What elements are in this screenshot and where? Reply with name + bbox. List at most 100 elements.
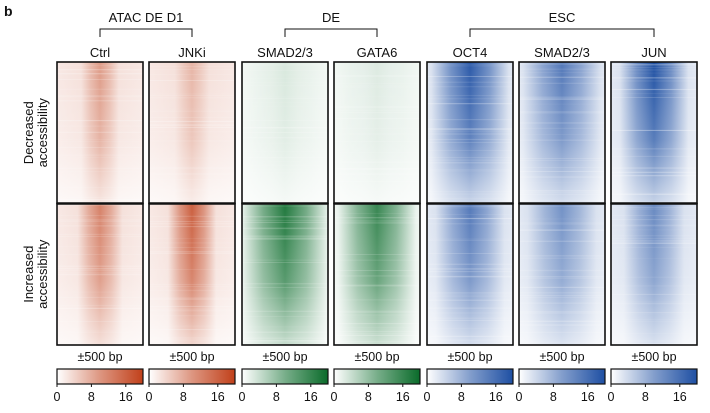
heatmap-streak (57, 100, 143, 102)
group-header: ATAC DE D1 (99, 10, 193, 37)
heatmap-streak (57, 73, 143, 75)
heatmap-streak (242, 237, 328, 239)
heatmap-streak (334, 85, 420, 87)
heatmap-streak (242, 70, 328, 71)
heatmap-streak (334, 173, 420, 175)
heatmap-streak (519, 72, 605, 73)
heatmap-streak (334, 254, 420, 255)
heatmap-streak (611, 64, 697, 66)
heatmap-streak (242, 172, 328, 174)
heatmap-streak (427, 271, 513, 273)
heatmap-streak (611, 238, 697, 240)
heatmap-streak (519, 331, 605, 333)
window-label: ±500 bp (354, 350, 399, 364)
heatmap-streak (427, 131, 513, 132)
heatmap-streak (334, 75, 420, 77)
heatmap-streak (149, 216, 235, 217)
heatmap-streak (149, 221, 235, 222)
heatmap-streak (611, 167, 697, 169)
column-label: SMAD2/3 (257, 45, 313, 60)
heatmap-streak (149, 93, 235, 95)
heatmap-streak (242, 259, 328, 261)
row-label: Decreasedaccessibility (21, 98, 50, 168)
group-label: ATAC DE D1 (109, 10, 184, 25)
heatmap-streak (57, 321, 143, 322)
heatmap-streak (519, 190, 605, 192)
colorbar-tick-label: 8 (550, 390, 557, 404)
heatmap-streak (149, 69, 235, 70)
heatmap-streak (427, 299, 513, 301)
heatmap-streak (427, 142, 513, 143)
colorbar-tick-label: 8 (88, 390, 95, 404)
heatmap-streak (242, 120, 328, 122)
heatmap-streak (611, 242, 697, 244)
heatmap-streak (427, 339, 513, 341)
heatmap-streak (149, 97, 235, 99)
heatmap-streak (57, 125, 143, 127)
heatmap-streak (57, 95, 143, 97)
heatmap-streak (427, 133, 513, 135)
heatmap-streak (427, 76, 513, 78)
heatmap-streak (242, 132, 328, 133)
heatmap-streak (427, 150, 513, 151)
heatmap-streak (519, 139, 605, 141)
heatmap-fade (334, 62, 420, 204)
heatmap-streak (519, 255, 605, 257)
heatmap-streak (57, 233, 143, 235)
heatmap-streak (519, 229, 605, 231)
heatmap-streak (57, 154, 143, 155)
heatmap-streak (242, 151, 328, 152)
heatmap-streak (57, 120, 143, 122)
heatmap-streak (611, 194, 697, 196)
colorbar (610, 368, 698, 385)
heatmap-streak (149, 329, 235, 330)
heatmap-streak (611, 80, 697, 82)
heatmap-fade (57, 62, 143, 204)
heatmap-block (610, 61, 698, 205)
heatmap-streak (611, 77, 697, 79)
group-headers: ATAC DE D1 DE ESC (99, 10, 655, 37)
heatmap-fade (57, 203, 143, 345)
heatmap-streak (427, 119, 513, 121)
heatmap-streak (519, 229, 605, 231)
heatmap-streak (611, 340, 697, 342)
heatmap-streak (611, 193, 697, 195)
heatmap-streak (519, 277, 605, 279)
heatmap-streak (427, 98, 513, 100)
heatmap-streak (611, 129, 697, 131)
heatmap-block (148, 61, 236, 205)
heatmap-streak (57, 187, 143, 188)
heatmap-streak (334, 259, 420, 261)
heatmap-fade (427, 203, 513, 345)
heatmap-streak (149, 215, 235, 217)
colorbar-tick-label: 0 (331, 390, 338, 404)
heatmap-streak (427, 327, 513, 329)
colorbar (426, 368, 514, 385)
colorbar (56, 368, 144, 385)
colorbar-tick-label: 0 (608, 390, 615, 404)
heatmap-streak (57, 225, 143, 227)
heatmap-streak (57, 274, 143, 276)
heatmap-streak (57, 88, 143, 90)
heatmap-streak (427, 276, 513, 278)
column-label: JUN (641, 45, 666, 60)
heatmap-streak (334, 331, 420, 332)
heatmap-streak (611, 333, 697, 334)
heatmap-streak (427, 317, 513, 319)
heatmap-fade (149, 203, 235, 345)
group-bracket (99, 28, 193, 37)
heatmap-streak (334, 168, 420, 170)
heatmap-streak (519, 97, 605, 99)
heatmap-streak (242, 132, 328, 134)
heatmap-streak (519, 167, 605, 169)
heatmap-streak (149, 168, 235, 170)
heatmap-streak (334, 132, 420, 134)
heatmap-streak (334, 285, 420, 287)
heatmap-streak (427, 103, 513, 104)
heatmap-streak (334, 327, 420, 328)
heatmap-streak (57, 120, 143, 121)
heatmap-streak (427, 197, 513, 199)
column-label: SMAD2/3 (534, 45, 590, 60)
heatmap-streak (57, 265, 143, 267)
heatmap-streak (57, 95, 143, 97)
